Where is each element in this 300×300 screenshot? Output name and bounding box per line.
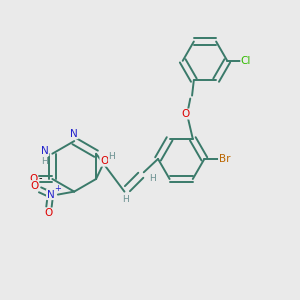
Text: O: O: [45, 208, 53, 218]
Text: -: -: [38, 173, 42, 184]
Text: N: N: [70, 129, 78, 139]
Text: O: O: [100, 156, 108, 166]
Text: O: O: [29, 174, 37, 184]
Text: H: H: [40, 157, 47, 166]
Text: N: N: [41, 146, 49, 156]
Text: O: O: [31, 181, 39, 191]
Text: H: H: [109, 152, 115, 161]
Text: Br: Br: [219, 154, 230, 164]
Text: O: O: [182, 109, 190, 119]
Text: H: H: [149, 174, 155, 183]
Text: N: N: [46, 190, 54, 200]
Text: H: H: [122, 195, 129, 204]
Text: Cl: Cl: [241, 56, 251, 66]
Text: +: +: [54, 184, 61, 193]
